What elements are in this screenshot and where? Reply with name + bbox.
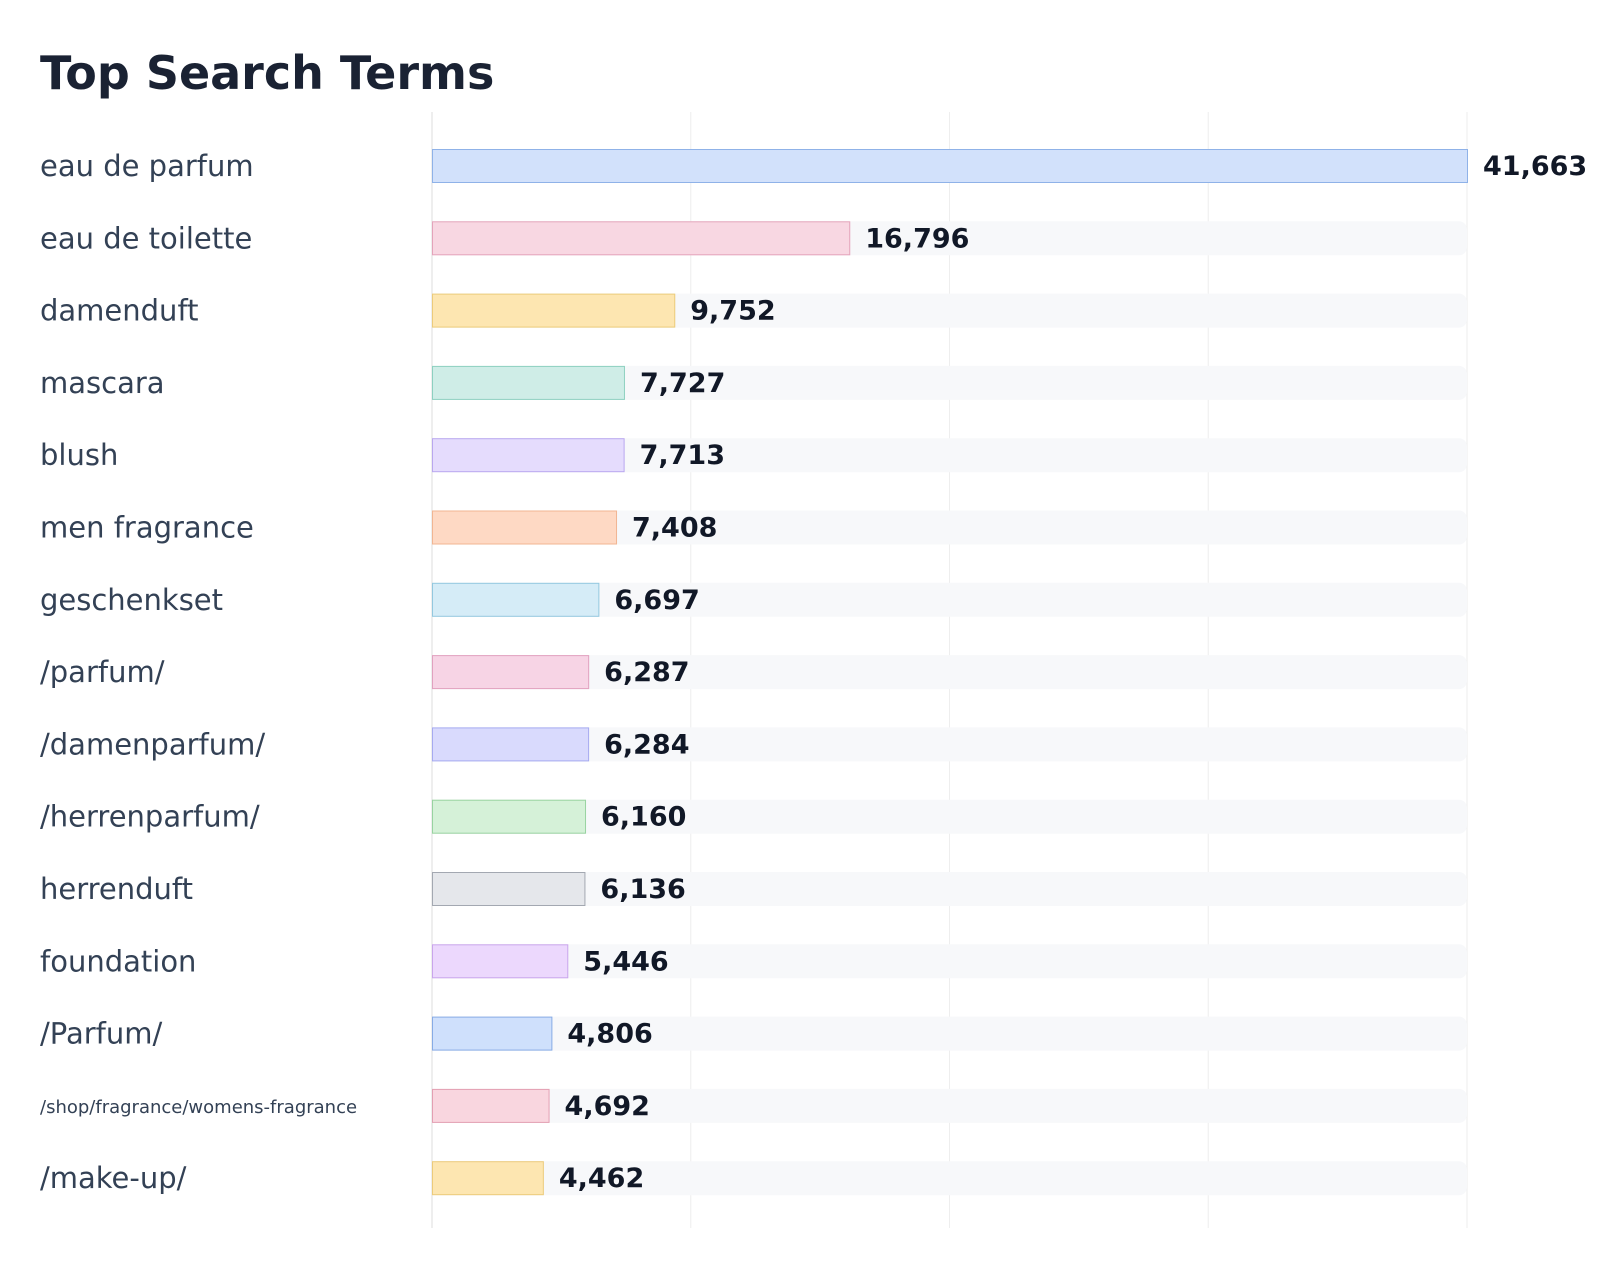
bar-track	[432, 1016, 1467, 1051]
value-label: 6,284	[604, 729, 689, 760]
bar-track	[432, 1088, 1467, 1123]
bar-track	[432, 727, 1467, 762]
bar	[432, 799, 587, 834]
category-label: /shop/fragrance/womens-fragrance	[40, 1097, 357, 1118]
value-label: 4,692	[565, 1091, 650, 1122]
value-label: 9,752	[690, 296, 775, 327]
value-label: 7,727	[640, 368, 725, 399]
category-label: foundation	[40, 944, 196, 978]
bar-track	[432, 293, 1467, 328]
bar	[432, 365, 625, 400]
bar	[432, 293, 676, 328]
bar	[432, 727, 590, 762]
bar-track	[432, 655, 1467, 690]
category-label: eau de parfum	[40, 149, 254, 183]
bar	[432, 438, 625, 473]
value-label: 41,663	[1483, 151, 1587, 182]
bar	[432, 655, 590, 690]
bar-track	[432, 582, 1467, 617]
value-label: 6,697	[614, 585, 699, 616]
bar	[432, 1161, 544, 1196]
bar-track	[432, 1161, 1467, 1196]
category-label: /parfum/	[40, 655, 165, 689]
value-label: 6,136	[600, 874, 685, 905]
value-label: 6,287	[604, 657, 689, 688]
bar	[432, 582, 600, 617]
bar-track	[432, 799, 1467, 834]
value-label: 5,446	[583, 946, 668, 977]
bar-track	[432, 510, 1467, 545]
value-label: 4,462	[559, 1163, 644, 1194]
bar	[432, 872, 586, 906]
category-label: geschenkset	[40, 583, 223, 617]
bar	[432, 221, 851, 256]
category-label: /Parfum/	[40, 1017, 162, 1051]
value-label: 16,796	[865, 223, 969, 254]
bar	[432, 1016, 553, 1051]
category-label: eau de toilette	[40, 221, 252, 255]
bar	[432, 149, 1468, 183]
value-label: 7,408	[632, 513, 717, 544]
value-label: 6,160	[601, 802, 686, 833]
category-label: /make-up/	[40, 1161, 187, 1195]
bar	[432, 1088, 550, 1123]
category-label: damenduft	[40, 294, 199, 328]
value-label: 4,806	[567, 1019, 652, 1050]
category-label: mascara	[40, 366, 165, 400]
category-label: /damenparfum/	[40, 727, 265, 761]
chart-title: Top Search Terms	[40, 46, 495, 100]
category-label: /herrenparfum/	[40, 800, 260, 834]
bar	[432, 510, 618, 545]
category-label: blush	[40, 438, 118, 472]
category-label: men fragrance	[40, 511, 254, 545]
value-label: 7,713	[640, 440, 725, 471]
bar-track	[432, 365, 1467, 400]
bar-track	[432, 872, 1467, 906]
category-label: herrenduft	[40, 872, 193, 906]
bar	[432, 944, 569, 979]
bar-track	[432, 944, 1467, 979]
bar-track	[432, 438, 1467, 473]
